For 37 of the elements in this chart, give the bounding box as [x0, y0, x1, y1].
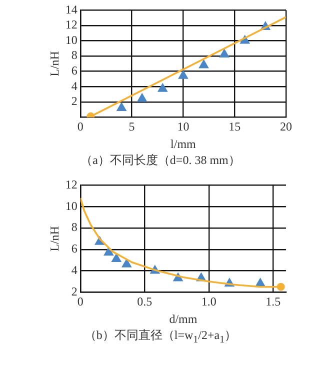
y-tick-label: 4: [71, 78, 78, 93]
y-tick-label: 8: [71, 220, 78, 234]
text: （a）不同长度（d=0. 38 mm）: [80, 152, 242, 169]
point: [158, 83, 168, 92]
y-tick-label: 14: [65, 2, 78, 16]
y-axis-title: L/nH: [47, 226, 62, 252]
y-tick-label: 10: [65, 32, 78, 47]
x-tick-label: 15: [228, 120, 241, 134]
x-axis-title: l/mm: [170, 136, 197, 151]
y-tick-label: 10: [65, 198, 78, 213]
y-axis-title: L/nH: [47, 50, 62, 76]
x-tick-label: 0: [77, 120, 84, 134]
x-tick-label: 1.5: [266, 294, 281, 309]
point: [219, 49, 230, 58]
point: [198, 60, 209, 68]
point: [116, 102, 126, 112]
y-tick-label: 8: [71, 48, 78, 62]
y-tick-label: 2: [71, 284, 78, 298]
x-tick-label: 10: [177, 120, 190, 134]
point: [137, 93, 147, 102]
x-axis-title: d/mm: [169, 312, 198, 326]
x-tick-label: 0.5: [137, 294, 152, 309]
y-tick-label: 12: [65, 177, 78, 192]
point: [178, 70, 188, 79]
y-tick-label: 4: [71, 262, 78, 277]
text: （b）不同直径（l=w$_{1}$/2+a$_{1}$）: [83, 327, 238, 346]
x-tick-label: 5: [128, 120, 135, 134]
y-tick-label: 6: [71, 242, 78, 256]
point: [122, 258, 132, 268]
y-tick-label: 2: [71, 94, 78, 108]
point: [112, 254, 122, 262]
y-tick-label: 12: [65, 18, 78, 32]
x-tick-label: 0: [77, 294, 84, 309]
point: [104, 247, 114, 256]
y-tick-label: 6: [71, 64, 78, 78]
x-tick-label: 1.0: [201, 294, 216, 309]
x-tick-label: 20: [280, 120, 292, 134]
